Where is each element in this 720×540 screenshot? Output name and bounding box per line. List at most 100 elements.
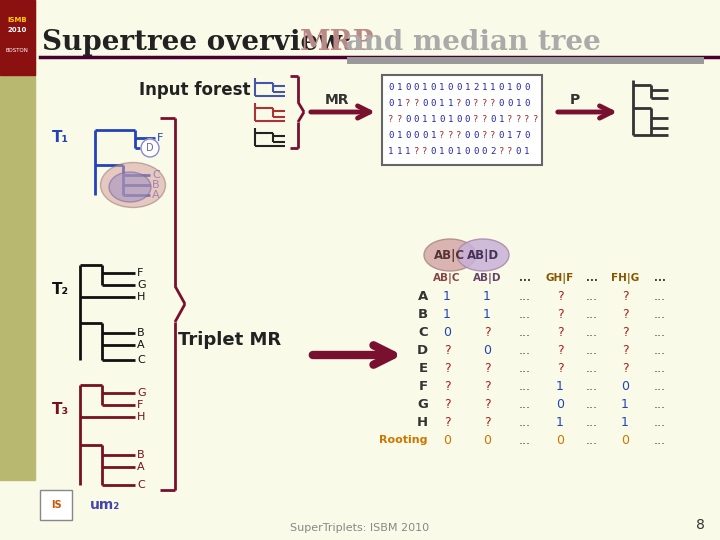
Text: 0: 0 (448, 146, 453, 156)
Text: 0: 0 (464, 98, 470, 107)
Text: T₂: T₂ (52, 282, 69, 298)
Text: 0: 0 (621, 434, 629, 447)
Text: ?: ? (444, 397, 450, 410)
Text: ...: ... (654, 273, 666, 283)
Text: IS: IS (50, 500, 61, 510)
Text: 0: 0 (556, 397, 564, 410)
Text: ?: ? (533, 114, 538, 124)
Text: 0: 0 (439, 114, 444, 124)
Text: 2: 2 (490, 146, 495, 156)
Text: ?: ? (444, 415, 450, 429)
Text: 1: 1 (490, 83, 495, 91)
Text: 1: 1 (439, 83, 444, 91)
Text: 0: 0 (524, 131, 529, 139)
Text: 1: 1 (464, 83, 470, 91)
Text: G: G (417, 397, 428, 410)
Text: 0: 0 (507, 98, 513, 107)
Bar (382, 75, 542, 165)
Text: C: C (152, 170, 160, 180)
Text: ...: ... (586, 434, 598, 447)
Text: ?: ? (484, 380, 490, 393)
Text: D: D (417, 343, 428, 356)
Text: 0: 0 (413, 114, 419, 124)
Text: 0: 0 (498, 98, 504, 107)
Text: ?: ? (557, 289, 563, 302)
Text: 0: 0 (516, 146, 521, 156)
Text: 1: 1 (397, 131, 402, 139)
Text: 0: 0 (405, 83, 410, 91)
Text: 0: 0 (443, 326, 451, 339)
Text: ...: ... (654, 289, 666, 302)
Text: 0: 0 (448, 83, 453, 91)
Text: 0: 0 (498, 83, 504, 91)
Text: ?: ? (507, 146, 513, 156)
Text: ...: ... (586, 343, 598, 356)
Text: ...: ... (654, 397, 666, 410)
Text: ?: ? (482, 114, 487, 124)
Text: ?: ? (422, 146, 428, 156)
Ellipse shape (424, 239, 476, 271)
Text: 0: 0 (483, 434, 491, 447)
Text: MR: MR (325, 93, 349, 107)
Text: 1: 1 (397, 98, 402, 107)
Text: 1: 1 (422, 83, 428, 91)
Text: um₂: um₂ (90, 498, 120, 512)
Text: ?: ? (498, 146, 504, 156)
Text: 0: 0 (621, 380, 629, 393)
Text: ?: ? (444, 343, 450, 356)
Text: 0: 0 (388, 98, 393, 107)
Text: ?: ? (484, 415, 490, 429)
Text: ...: ... (519, 273, 531, 283)
Text: 1: 1 (556, 380, 564, 393)
Text: AB|C: AB|C (434, 248, 466, 261)
Text: 0: 0 (422, 98, 428, 107)
Text: 1: 1 (507, 131, 513, 139)
Text: BOSTON: BOSTON (6, 48, 28, 52)
Bar (40, 490, 72, 520)
Text: ?: ? (388, 114, 393, 124)
Ellipse shape (101, 163, 166, 207)
Text: 0: 0 (405, 114, 410, 124)
Text: 0: 0 (464, 146, 470, 156)
Text: ?: ? (557, 343, 563, 356)
Text: 0: 0 (388, 131, 393, 139)
Text: 1: 1 (422, 114, 428, 124)
Text: 8: 8 (696, 518, 704, 532)
Text: 0: 0 (456, 114, 462, 124)
Text: 1: 1 (405, 146, 410, 156)
Text: ...: ... (519, 326, 531, 339)
Text: 1: 1 (431, 114, 436, 124)
Text: ?: ? (621, 343, 629, 356)
Text: 0: 0 (524, 98, 529, 107)
Text: ...: ... (586, 397, 598, 410)
Text: A: A (152, 190, 160, 200)
Text: 0: 0 (431, 83, 436, 91)
Text: ...: ... (654, 326, 666, 339)
Text: ...: ... (586, 415, 598, 429)
Text: MRP: MRP (300, 30, 374, 57)
Text: 1: 1 (431, 131, 436, 139)
Text: Input forest: Input forest (139, 81, 251, 99)
Text: AB|D: AB|D (467, 248, 499, 261)
Text: 1: 1 (482, 83, 487, 91)
Text: ?: ? (482, 131, 487, 139)
Text: ...: ... (654, 361, 666, 375)
Text: ?: ? (524, 114, 529, 124)
Text: ...: ... (519, 307, 531, 321)
Text: FH|G: FH|G (611, 273, 639, 284)
Text: 0: 0 (405, 131, 410, 139)
Text: 0: 0 (431, 98, 436, 107)
Text: ...: ... (519, 343, 531, 356)
Text: ?: ? (490, 98, 495, 107)
Text: ?: ? (473, 98, 478, 107)
Text: 0: 0 (473, 131, 478, 139)
Text: 1: 1 (516, 98, 521, 107)
Text: C: C (137, 480, 145, 490)
Text: GH|F: GH|F (546, 273, 574, 284)
Text: 1: 1 (439, 146, 444, 156)
Text: ?: ? (557, 307, 563, 321)
Text: 1: 1 (621, 415, 629, 429)
Text: 1: 1 (498, 114, 504, 124)
Text: 0: 0 (483, 343, 491, 356)
Text: ?: ? (484, 361, 490, 375)
